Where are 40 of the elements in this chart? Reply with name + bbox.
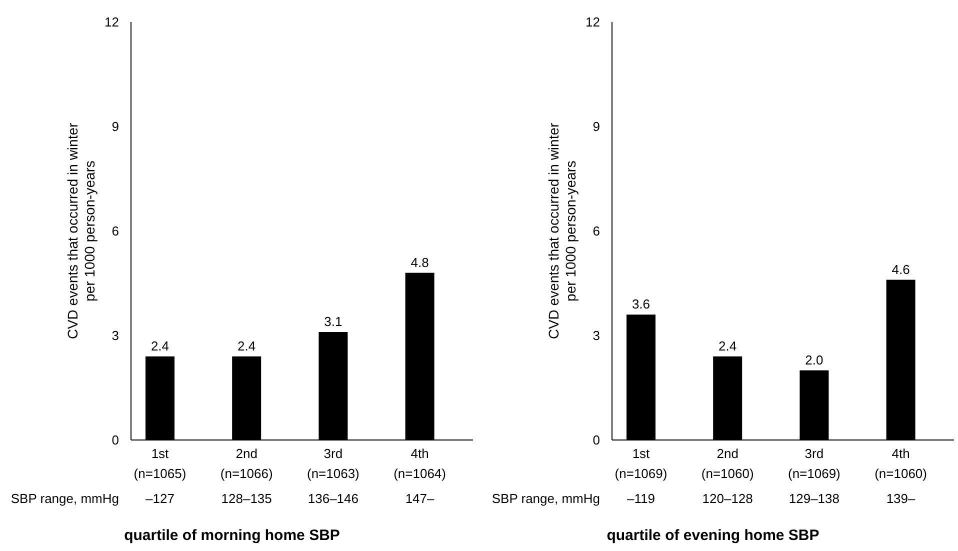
text: SBP range, mmHg: [492, 491, 600, 506]
data-label: 4.6: [892, 262, 910, 277]
y-tick-label: 12: [104, 14, 119, 30]
y-tick-label: 9: [592, 119, 600, 134]
y-axis-title: CVD events that occurred in winter per 1000 person-years: [546, 122, 578, 340]
y-tick-label: 0: [112, 432, 119, 448]
y-axis-title: CVD events that occurred in winter per 1000 person-years: [64, 122, 98, 340]
x-tick-label: 1st (n=1065): [134, 446, 186, 481]
x-tick-label: 3rd (n=1069): [788, 446, 840, 481]
data-label: 2.4: [238, 338, 256, 354]
y-tick-label: 9: [112, 119, 119, 134]
data-label: 4.8: [410, 254, 429, 270]
x-tick-label: 2nd (n=1066): [220, 446, 273, 481]
x-tick-label: 1st (n=1069): [614, 446, 668, 481]
data-label: 2.4: [150, 338, 170, 354]
x-tick-label: 4th (n=1060): [874, 446, 928, 481]
text: SBP range, mmHg: [10, 491, 119, 506]
data-label: 2.0: [805, 352, 824, 368]
x-tick-label: 4th (n=1064): [394, 446, 446, 481]
x-tick-label: 2nd (n=1060): [701, 446, 754, 481]
x-axis-title: quartile of morning home SBP: [124, 527, 340, 544]
text: 147–: [405, 491, 436, 506]
data-label: 3.6: [632, 296, 650, 312]
y-tick-label: 6: [592, 224, 600, 239]
text: 128–135: [221, 491, 272, 506]
text: 120–128: [702, 491, 753, 506]
y-tick-label: 3: [112, 328, 119, 344]
y-tick-label: 3: [592, 328, 600, 344]
y-tick-label: 6: [112, 224, 119, 239]
y-tick-label: 12: [586, 14, 600, 30]
text: –127: [146, 491, 174, 506]
data-label: 2.4: [718, 338, 737, 354]
y-tick-label: 0: [592, 432, 600, 448]
data-label: 3.1: [324, 314, 342, 330]
text: 139–: [886, 491, 916, 506]
x-tick-label: 3rd (n=1063): [306, 446, 360, 481]
text: 129–138: [788, 491, 840, 506]
text: –119: [627, 491, 655, 506]
text: 136–146: [308, 491, 359, 506]
x-axis-title: quartile of evening home SBP: [606, 527, 820, 544]
